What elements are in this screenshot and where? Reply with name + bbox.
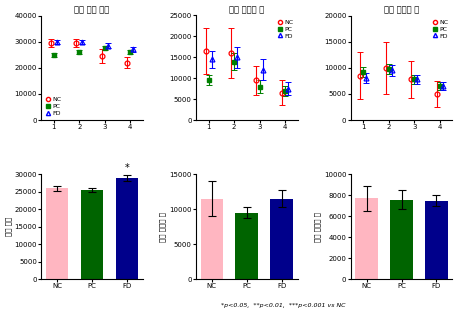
Y-axis label: 주별 난응충 수: 주별 난응충 수 [314,212,321,242]
Bar [425,201,448,279]
Title: 주별 난응충 수: 주별 난응충 수 [384,6,419,15]
Bar [46,188,69,279]
Bar [235,213,258,279]
Bar [116,178,138,279]
Legend: NC, PC, FD: NC, PC, FD [431,19,449,40]
Bar [201,199,223,279]
Bar [271,199,293,279]
Bar [81,190,103,279]
Legend: NC, PC, FD: NC, PC, FD [276,19,295,40]
Title: 주별 볈수 조사: 주별 볈수 조사 [74,6,110,15]
Text: *p<0.05,  **p<0.01,  ***p<0.001 vs NC: *p<0.05, **p<0.01, ***p<0.001 vs NC [221,303,345,308]
Title: 주별 번데기 수: 주별 번데기 수 [229,6,265,15]
Legend: NC, PC, FD: NC, PC, FD [44,96,63,117]
Bar [355,198,378,279]
Bar [390,200,413,279]
Text: *: * [125,162,129,173]
Y-axis label: 주별 번데기 수: 주별 번데기 수 [160,212,166,242]
Y-axis label: 주별 볈수: 주별 볈수 [5,217,12,236]
